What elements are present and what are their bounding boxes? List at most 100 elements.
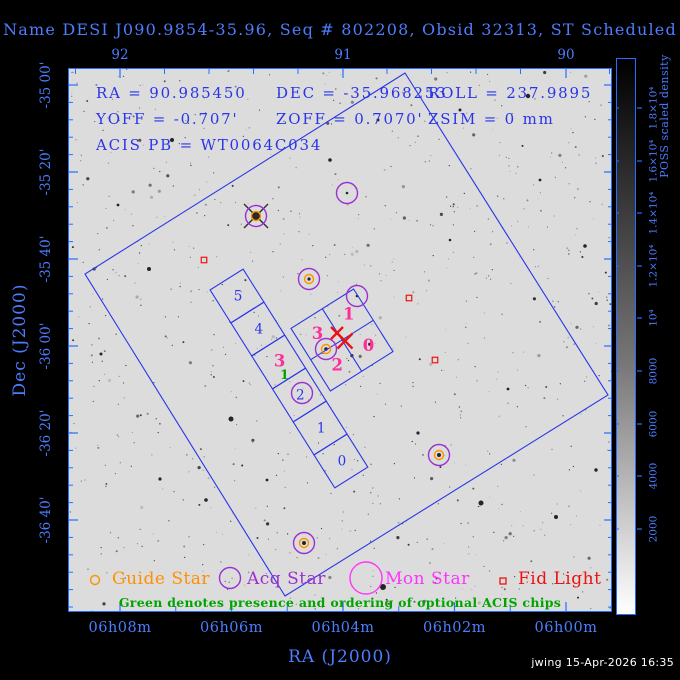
legend-fid-icon xyxy=(499,577,507,585)
legend-acq-icon xyxy=(218,566,242,590)
guide-star-marker[interactable] xyxy=(303,273,315,285)
acq-star-marker[interactable] xyxy=(345,284,369,308)
field-star xyxy=(594,468,598,472)
field-star xyxy=(506,387,510,391)
legend-fid-light: Fid Light xyxy=(518,569,602,589)
x-axis-title: RA (J2000) xyxy=(288,647,392,667)
svg-text:92: 92 xyxy=(111,47,128,63)
field-star xyxy=(478,500,484,506)
fid-light-marker[interactable] xyxy=(431,356,439,364)
optional-order-S3: 1 xyxy=(280,368,289,383)
chip-label-I2: 2 xyxy=(331,356,342,375)
info-yoff: YOFF = -0.707' xyxy=(96,110,239,128)
field-star xyxy=(328,158,332,162)
info-roll: ROLL = 237.9895 xyxy=(428,84,593,102)
sky-image[interactable] xyxy=(68,68,612,612)
field-star xyxy=(448,238,452,242)
chip-label-S1: 1 xyxy=(317,421,326,437)
field-star xyxy=(416,431,420,435)
star-markers xyxy=(200,181,451,555)
legend-mon-star: Mon Star xyxy=(385,569,470,589)
guide-star-marker[interactable] xyxy=(250,210,262,222)
legend-guide-icon xyxy=(89,574,101,586)
aimpoint-marker xyxy=(330,326,354,350)
svg-text:06h00m: 06h00m xyxy=(535,620,598,636)
field-star xyxy=(458,108,462,112)
chip-label-S4: 4 xyxy=(254,322,263,338)
fov-outline xyxy=(84,72,609,597)
signature-timestamp: jwing 15-Apr-2026 16:35 xyxy=(531,656,674,669)
svg-text:06h06m: 06h06m xyxy=(200,620,263,636)
acq-star-marker[interactable] xyxy=(427,443,451,467)
colorbar-ticks: 1.8×10⁴ 1.6×10⁴ 1.4×10⁴ 1.2×10⁴ 10⁴ 8000 6000 4… xyxy=(616,86,660,542)
acis-chip-S0 xyxy=(313,433,369,489)
svg-text:06h04m: 06h04m xyxy=(312,620,375,636)
field-star xyxy=(265,478,269,482)
legend-acq-star: Acq Star xyxy=(247,569,326,589)
page-title: Name DESI J090.9854-35.96, Seq # 802208,… xyxy=(3,20,677,39)
acq-star-marker[interactable] xyxy=(335,181,359,205)
svg-text:-35 20': -35 20' xyxy=(38,149,54,196)
svg-text:8000: 8000 xyxy=(648,358,660,385)
field-stars xyxy=(99,93,598,590)
sky-noise xyxy=(69,68,612,612)
field-star xyxy=(302,541,306,545)
field-star xyxy=(228,416,234,422)
chip-label-S2: 2 xyxy=(296,388,305,404)
acq-star-marker[interactable] xyxy=(292,531,316,555)
field-star xyxy=(437,453,441,457)
info-zsim: ZSIM = 0 mm xyxy=(428,110,555,128)
acq-star-marker[interactable] xyxy=(244,204,268,228)
info-ra: RA = 90.985450 xyxy=(96,84,247,102)
svg-text:06h02m: 06h02m xyxy=(423,620,486,636)
svg-text:-35 00': -35 00' xyxy=(38,62,54,109)
field-star xyxy=(99,352,103,356)
svg-text:6000: 6000 xyxy=(648,411,660,438)
field-star xyxy=(204,498,208,502)
chip-label-S0: 0 xyxy=(338,454,347,470)
info-dec: DEC = -35.968253 xyxy=(276,84,448,102)
chip-label-S3: 3 xyxy=(274,352,285,371)
fid-light-marker[interactable] xyxy=(405,294,413,302)
acq-star-marker[interactable] xyxy=(290,381,314,405)
y-axis-title: Dec (J2000) xyxy=(10,283,30,397)
guide-star-marker[interactable] xyxy=(320,343,332,355)
field-star xyxy=(307,277,311,281)
svg-text:2000: 2000 xyxy=(648,516,660,543)
chip-label-I1: 1 xyxy=(343,304,354,323)
svg-text:1.6×10⁴: 1.6×10⁴ xyxy=(648,139,660,182)
chip-label-S5: 5 xyxy=(234,289,243,305)
field-star xyxy=(380,584,386,590)
chip-label-I0: 0 xyxy=(363,336,374,355)
field-star xyxy=(525,93,531,99)
svg-text:-36 00': -36 00' xyxy=(38,323,54,370)
acis-i-array: 1 3 0 2 xyxy=(290,288,394,392)
axis-ticks: 92 91 90 06h08m 06h06m 06h04m 06h02m 06h00m -35 … xyxy=(38,47,612,636)
svg-text:90: 90 xyxy=(557,47,574,63)
field-star xyxy=(554,515,558,519)
acq-star-marker[interactable] xyxy=(297,267,321,291)
svg-text:-35 40': -35 40' xyxy=(38,236,54,283)
acq-star-marker[interactable] xyxy=(314,337,338,361)
field-star xyxy=(583,244,587,248)
legend-icons xyxy=(89,561,507,595)
legend-mon-icon xyxy=(349,561,383,595)
svg-text:-36 20': -36 20' xyxy=(38,410,54,457)
guide-star-marker[interactable] xyxy=(433,449,445,461)
acis-i-outline xyxy=(290,288,394,392)
guide-star-marker[interactable] xyxy=(298,537,310,549)
field-star xyxy=(345,191,349,195)
fid-light-marker[interactable] xyxy=(200,256,208,264)
svg-text:91: 91 xyxy=(334,47,351,63)
legend-guide-star: Guide Star xyxy=(112,569,211,589)
optional-chips-note: Green denotes presence and ordering of o… xyxy=(118,595,562,610)
svg-text:-36 40': -36 40' xyxy=(38,497,54,544)
svg-text:1.8×10⁴: 1.8×10⁴ xyxy=(648,86,660,129)
chip-label-I3: 3 xyxy=(312,324,323,343)
field-star xyxy=(538,178,542,182)
field-star xyxy=(376,118,380,122)
fov-square xyxy=(84,72,609,597)
